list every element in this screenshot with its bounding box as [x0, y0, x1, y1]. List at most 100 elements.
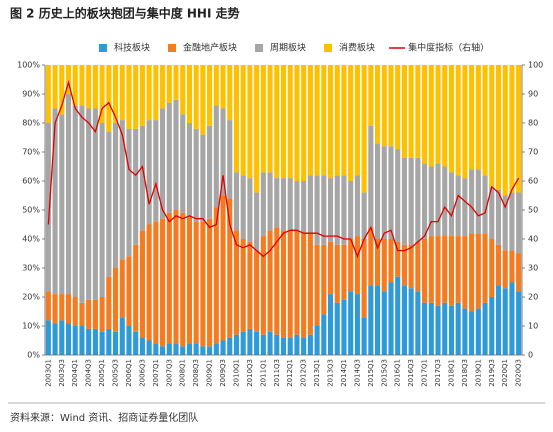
- legend-swatch: [99, 44, 107, 52]
- bar-segment: [126, 65, 132, 129]
- x-tick-label: 2010Q3: [246, 359, 254, 387]
- bar-segment: [153, 120, 159, 222]
- bar-segment: [381, 239, 387, 292]
- bar-segment: [388, 282, 394, 355]
- x-tick-label: 2020Q1: [501, 359, 509, 387]
- bar-segment: [146, 120, 152, 225]
- x-tick-label: 2016Q3: [407, 359, 415, 387]
- bar-segment: [92, 108, 98, 300]
- bar-segment: [92, 299, 98, 329]
- bar-segment: [254, 331, 260, 355]
- bar-segment: [153, 65, 159, 121]
- bar-segment: [516, 291, 522, 355]
- bar-segment: [126, 128, 132, 257]
- bar-segment: [186, 65, 192, 123]
- bar-segment: [455, 236, 461, 303]
- legend-label: 金融地产板块: [183, 42, 237, 54]
- bar-segment: [368, 285, 374, 355]
- bar-segment: [314, 326, 320, 355]
- x-tick-label: 2003Q1: [44, 359, 52, 387]
- bar-segment: [200, 65, 206, 135]
- x-tick-label: 2013Q1: [313, 359, 321, 387]
- bar-segment: [509, 250, 515, 283]
- bar-segment: [213, 65, 219, 106]
- x-tick-label: 2007Q1: [152, 359, 160, 387]
- y2-tick-label: 40: [528, 235, 538, 244]
- bar-segment: [207, 218, 213, 347]
- bar-segment: [334, 175, 340, 245]
- bar-segment: [375, 285, 381, 355]
- bar-segment: [106, 328, 112, 355]
- bar-segment: [207, 65, 213, 126]
- bar-segment: [146, 340, 152, 355]
- bar-segment: [462, 236, 468, 309]
- bar-segment: [495, 285, 502, 355]
- y2-tick-label: 30: [528, 264, 538, 273]
- bar-segment: [327, 65, 334, 179]
- y-tick-label: 20%: [22, 293, 40, 302]
- bar-segment: [247, 65, 253, 179]
- bar-segment: [193, 128, 199, 222]
- bar-segment: [86, 108, 92, 300]
- bar-segment: [321, 65, 327, 176]
- bar-segment: [200, 221, 206, 347]
- bar-segment: [455, 65, 461, 176]
- x-tick-label: 2005Q3: [112, 359, 120, 387]
- bar-segment: [207, 125, 213, 219]
- bar-segment: [133, 244, 139, 332]
- bar-segment: [153, 221, 159, 344]
- line: [47, 79, 520, 259]
- bar-segment: [428, 302, 434, 355]
- bar-segment: [254, 250, 260, 332]
- bar-segment: [307, 233, 313, 335]
- bar-segment: [139, 337, 145, 355]
- bar-segment: [462, 308, 468, 355]
- bar-segment: [186, 343, 192, 355]
- bar-segment: [45, 291, 51, 321]
- bar-segment: [160, 108, 166, 219]
- bar-segment: [435, 236, 441, 306]
- bar-segment: [180, 212, 186, 347]
- bar-segment: [160, 346, 166, 355]
- bar-segment: [126, 256, 132, 326]
- bar-segment: [314, 244, 320, 326]
- bar-segment: [422, 65, 428, 164]
- y2-tick-label: 90: [528, 90, 538, 99]
- bar-segment: [72, 297, 78, 326]
- bar-segment: [180, 65, 186, 115]
- x-tick-label: 2019Q1: [474, 359, 482, 387]
- bar-segment: [294, 334, 300, 355]
- bar-segment: [173, 210, 179, 344]
- x-tick-label: 2010Q1: [232, 359, 240, 387]
- x-tick-label: 2003Q3: [58, 359, 66, 387]
- bar-segment: [59, 294, 65, 321]
- bar-segment: [462, 65, 468, 179]
- bar-segment: [146, 65, 152, 121]
- bar-segment: [348, 181, 354, 239]
- bar-segment: [489, 186, 495, 239]
- chart-title: 图 2 历史上的板块抱团与集中度 HHI 走势: [10, 6, 240, 21]
- bar-segment: [495, 189, 502, 245]
- bar-segment: [442, 65, 448, 167]
- bar-segment: [240, 65, 246, 176]
- bar-segment: [287, 230, 293, 338]
- x-tick-label: 2005Q1: [98, 359, 106, 387]
- legend-swatch: [255, 44, 264, 52]
- bar-segment: [509, 192, 515, 251]
- x-tick-label: 2009Q1: [206, 359, 214, 387]
- bar-segment: [65, 65, 72, 94]
- bar-segment: [59, 320, 65, 355]
- bar-segment: [267, 65, 273, 173]
- bar-segment: [119, 259, 125, 318]
- bar-segment: [475, 233, 481, 309]
- y2-tick-label: 50: [528, 206, 538, 215]
- x-tick-label: 2018Q1: [447, 359, 455, 387]
- x-tick-label: 2011Q1: [259, 359, 267, 387]
- bar-segment: [99, 331, 105, 355]
- bar-segment: [133, 331, 139, 355]
- bar-segment: [489, 239, 495, 297]
- bar-segment: [52, 323, 58, 355]
- bar-segment: [213, 105, 219, 208]
- bar-segment: [388, 239, 394, 283]
- bar-segment: [112, 123, 119, 268]
